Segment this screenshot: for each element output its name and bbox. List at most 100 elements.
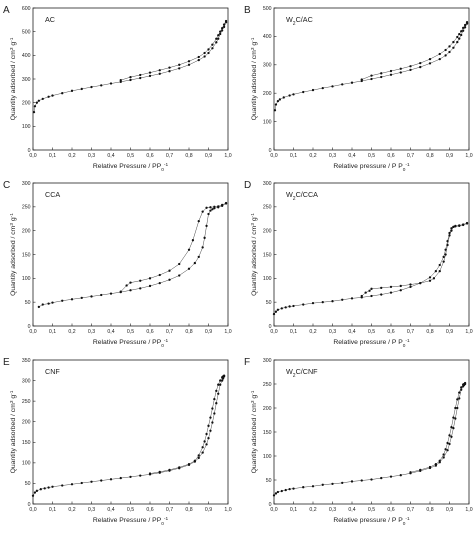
y-tick-label: 50 [266,300,272,306]
adsorption-point [331,482,334,485]
adsorption-point [119,476,122,480]
adsorption-point [438,263,441,267]
desorption-point [364,291,367,294]
adsorption-point [213,412,216,415]
adsorption-point [100,293,103,297]
x-tick-label: 0,5 [127,507,134,513]
adsorption-point [201,246,204,249]
sample-name: CNF [45,367,60,376]
adsorption-point [158,281,161,285]
sample-name: AC [45,15,55,24]
y-tick-label: 0 [269,148,272,154]
adsorption-point [292,93,295,96]
x-tick-label: 0,7 [166,507,173,513]
adsorption-point [197,456,200,460]
desorption-point [448,234,451,237]
x-tick-label: 0,0 [270,329,277,335]
adsorption-point [129,475,132,478]
adsorption-point [284,488,287,492]
x-tick-label: 1,0 [465,329,472,335]
y-axis-label: Quantity adsorbed / cm3 g-1 [9,213,18,296]
adsorption-branch-line [38,203,227,308]
desorption-point [209,416,212,419]
desorption-point [438,52,441,56]
adsorption-point [341,298,344,301]
adsorption-point [90,295,93,298]
desorption-point [460,386,463,389]
adsorption-point [272,494,276,497]
desorption-point [125,284,128,287]
adsorption-point [284,306,287,309]
desorption-point [148,71,152,74]
desorption-point [442,260,445,263]
panel-letter: A [3,5,10,16]
adsorption-point [201,451,204,454]
adsorption-point [39,488,42,491]
desorption-point [221,203,224,207]
desorption-point [224,19,228,23]
desorption-point [454,224,457,228]
adsorption-point [33,491,37,494]
adsorption-point [311,88,315,92]
adsorption-point [193,261,197,265]
x-tick-label: 0,3 [88,507,95,513]
y-tick-label: 300 [22,77,31,83]
x-axis-label: Relative Pressure / PP0-1 [93,162,169,173]
adsorption-point [168,278,171,281]
adsorption-point [288,94,291,97]
desorption-point [211,43,214,46]
desorption-point [465,221,469,225]
adsorption-point [217,392,220,395]
adsorption-point [292,304,295,308]
y-tick-label: 0 [28,502,31,508]
adsorption-point [274,492,278,495]
adsorption-point [187,63,191,66]
x-axis-label: Relative pressure / P P0-1 [333,338,410,349]
x-tick-label: 0,3 [329,507,336,513]
y-axis-label: Quantity adsorbed / cm3 g-1 [250,37,259,120]
desorption-point [158,273,161,277]
x-tick-label: 0,3 [88,329,95,335]
adsorption-point [463,26,467,29]
desorption-point [178,63,181,66]
desorption-point [442,453,445,456]
y-tick-label: 100 [263,276,272,282]
x-tick-label: 0,2 [68,153,75,159]
desorption-point [360,78,363,81]
y-tick-label: 200 [263,91,272,97]
desorption-point [438,270,441,273]
y-tick-label: 250 [263,382,272,388]
adsorption-point [119,80,122,83]
panel-a: 0,0 0,1 0,2 0,3 0,4 0,5 0,6 0,7 0,8 0,9 1,0 0 100 200… [3,5,232,173]
desorption-point [452,40,455,44]
desorption-point [444,448,447,451]
adsorption-point [460,33,463,37]
adsorption-point [139,474,142,477]
adsorption-point [139,287,142,290]
x-tick-label: 0,9 [446,153,453,159]
y-tick-label: 50 [25,300,31,306]
desorption-point [139,73,142,77]
desorption-point [428,279,432,282]
x-tick-label: 0,4 [348,153,355,159]
desorption-point [360,294,363,298]
desorption-point [215,389,218,393]
adsorption-point [148,284,152,288]
adsorption-point [341,481,344,485]
y-axis-label: Quantity adsorbed / cm3 g-1 [250,213,259,296]
adsorption-point [205,443,208,446]
x-tick-label: 0,9 [205,153,212,159]
adsorption-point [276,100,280,103]
adsorption-point [442,456,445,459]
x-tick-label: 0,4 [107,153,114,159]
adsorption-point [70,298,74,301]
adsorption-point [37,99,40,102]
desorption-point [191,239,195,242]
adsorption-point [47,302,50,305]
x-tick-label: 0,5 [127,153,134,159]
desorption-point [221,26,224,30]
adsorption-point [209,429,212,432]
adsorption-point [197,255,200,259]
adsorption-point [90,85,93,89]
